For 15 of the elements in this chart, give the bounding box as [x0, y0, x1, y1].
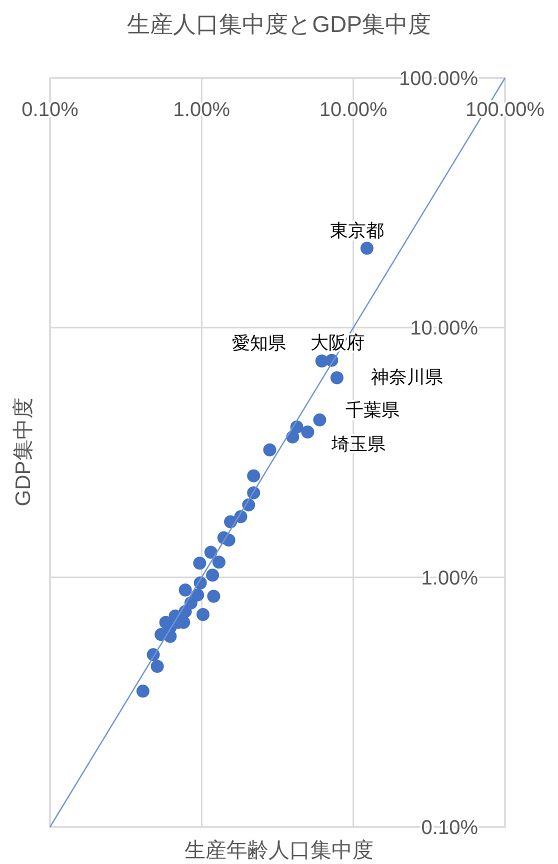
x-tick-label: 0.10% — [22, 99, 79, 121]
y-tick-label: 1.00% — [421, 567, 478, 590]
y-tick-label: 0.10% — [421, 817, 478, 839]
x-tick-label: 1.00% — [173, 99, 230, 121]
y-tick-label: 10.00% — [410, 318, 478, 340]
y-tick-label: 100.00% — [399, 68, 478, 90]
annotation: 千葉県 — [346, 400, 400, 420]
chart-title: 生産人口集中度とGDP集中度 — [127, 11, 431, 37]
annotation: 埼玉県 — [330, 434, 386, 454]
annotation: 東京都 — [330, 220, 384, 240]
x-axis-title: 生産年齢人口集中度 — [184, 839, 374, 862]
y-axis-title: GDP集中度 — [12, 398, 35, 506]
annotation: 神奈川県 — [370, 366, 443, 387]
annotation: 愛知県 — [232, 333, 286, 354]
x-tick-label: 10.00% — [319, 99, 388, 121]
